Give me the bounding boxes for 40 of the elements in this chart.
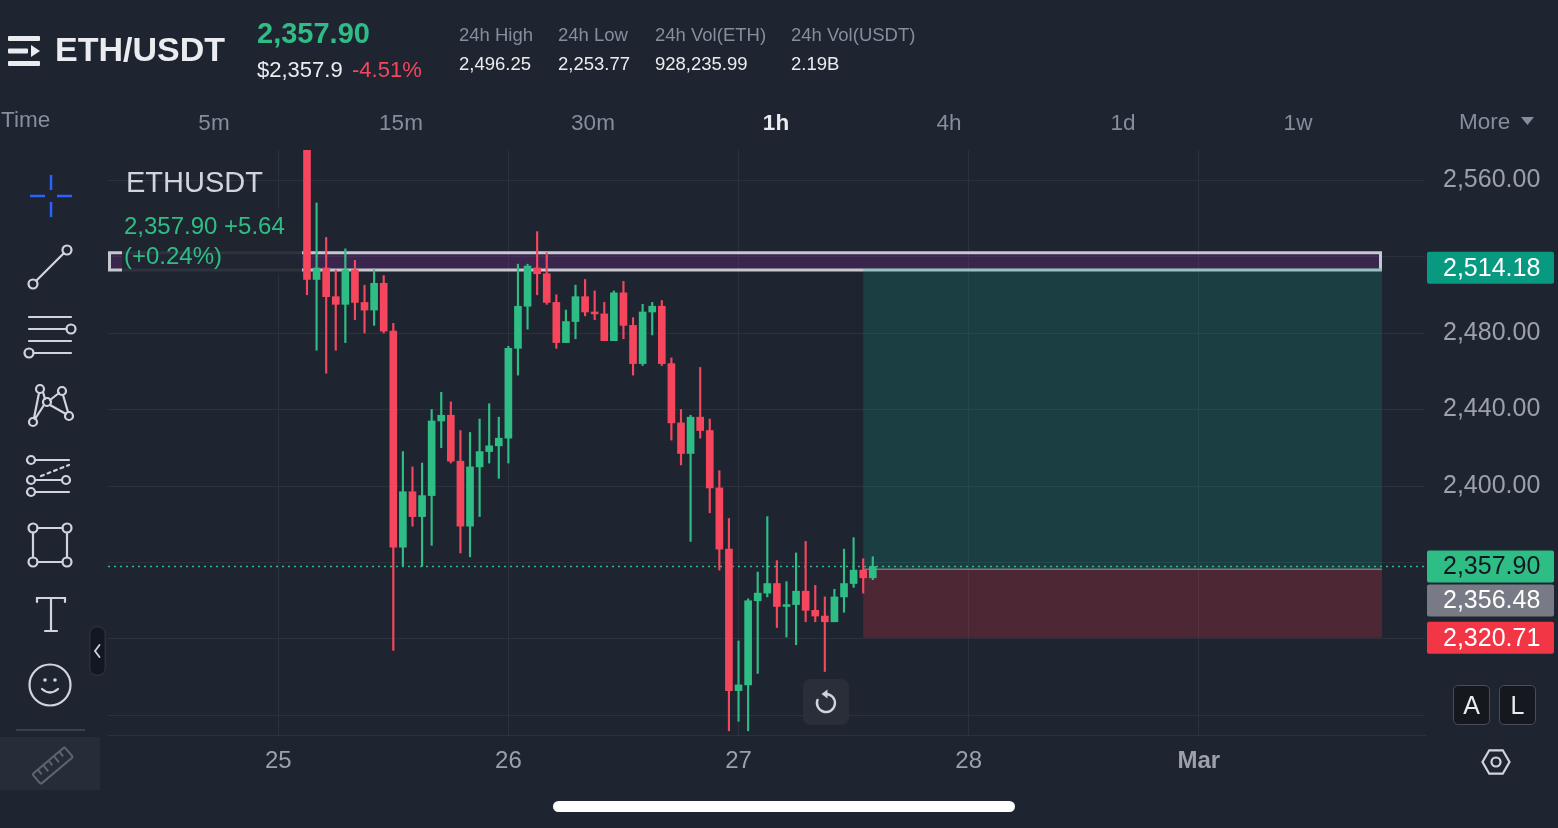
annotation: 2,357.90 +5.64 (+0.24%) [122,209,302,275]
text: 24h Low [558,24,628,45]
text: -4.51% [352,57,422,82]
text: $2,357.9 [257,57,343,82]
text: 1h [762,110,790,135]
text: 24h High [459,24,534,45]
band-label: 2,514.18 [1443,252,1541,281]
text: 30m [571,110,615,135]
text: 2,496.25 [459,53,532,74]
text: More [1459,109,1511,134]
text: 2,357.90 [257,17,370,49]
ref-line-label: 2,356.48 [1443,585,1541,614]
text: 4h [936,110,962,135]
text: A [1453,685,1490,725]
x-tick-label: 25 [264,746,292,774]
chart-title: ETH/USDT [55,30,225,68]
y-tick-label: 2,440.00 [1443,393,1541,422]
x-tick-label: Mar [1177,746,1221,774]
text: 1w [1283,110,1313,135]
text: 1d [1110,110,1136,135]
text: 928,235.99 [655,53,748,74]
x-tick-label: 28 [955,746,983,774]
text: Time [1,107,51,132]
text: 2.19B [791,53,840,74]
text: 24h Vol(ETH) [655,24,767,45]
text: 5m [198,110,230,135]
y-tick-label: 2,560.00 [1443,163,1541,192]
ref-line-label: 2,357.90 [1443,551,1541,580]
candlestick [782,581,791,638]
band-label: 2,320.71 [1443,622,1541,651]
text: 24h Vol(USDT) [791,24,916,45]
candlestick [312,202,321,351]
x-tick-label: 26 [495,746,522,774]
text: L [1499,685,1536,725]
y-tick-label: 2,400.00 [1443,469,1541,498]
y-tick-label: 2,480.00 [1443,316,1541,345]
text: 15m [379,110,423,135]
x-tick-label: 27 [725,746,752,774]
text: 2,253.77 [558,53,631,74]
annotation: ETHUSDT [126,166,263,198]
